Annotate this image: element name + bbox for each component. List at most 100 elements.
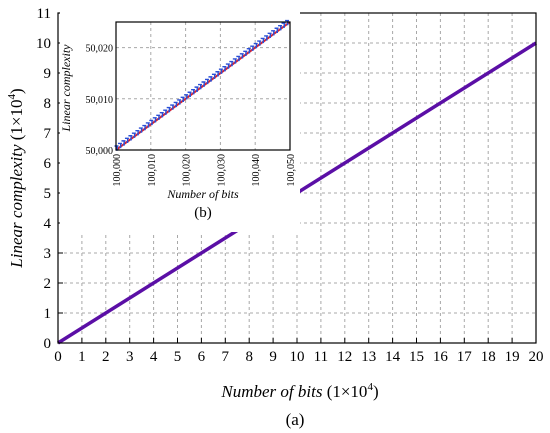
inset-step-marker	[138, 127, 143, 133]
inset-step-marker	[177, 99, 182, 105]
inset-series	[114, 19, 291, 151]
main-x-tick-label: 6	[198, 349, 206, 365]
inset-step-marker	[191, 88, 196, 95]
inset-step-marker	[187, 91, 192, 97]
inset-step-marker	[184, 94, 189, 100]
inset-step-marker	[253, 42, 258, 49]
main-x-tick-label: 1	[78, 349, 86, 365]
inset-x-tick-label: 100,040	[251, 154, 262, 187]
main-y-tick-label: 0	[44, 336, 52, 352]
inset-step-marker	[243, 50, 248, 56]
main-x-tick-label: 18	[481, 349, 496, 365]
inset-caption: (b)	[194, 205, 212, 221]
inset-y-tick-label: 50,000	[86, 146, 114, 157]
inset-step-marker	[215, 71, 220, 77]
inset-step-marker	[194, 86, 199, 92]
inset-step-marker	[274, 27, 279, 33]
main-y-tick-label: 9	[44, 66, 52, 82]
inset-step-marker	[135, 129, 140, 136]
inset-y-axis-title: Linear complexity	[59, 44, 73, 133]
main-y-tick-label: 2	[44, 276, 52, 292]
main-x-tick-label: 17	[457, 349, 473, 365]
main-x-tick-label: 7	[222, 349, 230, 365]
main-x-tick-label: 2	[102, 349, 110, 365]
main-x-tick-label: 14	[385, 349, 401, 365]
inset-x-axis-title: Number of bits	[166, 187, 239, 201]
main-y-tick-label: 3	[44, 246, 52, 262]
main-x-tick-label: 0	[54, 349, 62, 365]
inset-step-marker	[142, 124, 147, 131]
inset-y-tick-label: 50,020	[86, 44, 114, 55]
main-x-tick-label: 15	[409, 349, 424, 365]
inset-x-tick-label: 100,050	[286, 154, 297, 187]
inset-step-marker	[156, 114, 161, 120]
inset-step-marker	[257, 40, 262, 46]
inset-x-tick-labels: 100,000 100,010 100,020 100,030 100,040 100,0…	[112, 154, 297, 187]
inset-step-marker	[250, 45, 255, 51]
inset-step-marker	[271, 30, 276, 36]
inset-step-marker	[131, 132, 136, 138]
inset-step-marker	[218, 68, 223, 74]
main-y-tick-label: 8	[44, 96, 52, 112]
inset-step-marker	[124, 137, 129, 144]
inset-step-marker	[173, 101, 178, 108]
main-x-tick-label: 5	[174, 349, 182, 365]
inset-step-marker	[170, 104, 175, 110]
main-x-tick-label: 19	[505, 349, 520, 365]
inset-step-marker	[225, 63, 230, 69]
inset-step-marker	[211, 73, 216, 80]
main-x-tick-label: 9	[269, 349, 277, 365]
inset-grid	[116, 22, 290, 150]
main-x-tick-label: 3	[126, 349, 134, 365]
inset-step-marker	[260, 37, 265, 44]
main-y-tick-label: 10	[36, 36, 51, 52]
inset-step-marker	[232, 58, 237, 64]
inset-step-marker	[236, 55, 241, 62]
main-y-axis-title: Linear complexity (1×104)	[6, 88, 26, 268]
main-y-tick-label: 5	[44, 186, 52, 202]
inset-plot-frame	[115, 21, 291, 151]
inset-step-marker	[264, 35, 269, 41]
main-y-tick-label: 6	[44, 156, 52, 172]
inset-x-tick-label: 100,010	[147, 154, 158, 187]
inset-step-marker	[163, 109, 168, 115]
inset-step-marker	[180, 96, 185, 103]
inset-step-marker	[149, 119, 154, 126]
inset-step-marker	[198, 83, 203, 90]
inset-step-marker	[246, 48, 251, 54]
inset-step-marker	[239, 53, 244, 59]
inset-step-marker	[166, 106, 171, 113]
inset-step-marker	[152, 117, 157, 123]
inset-step-marker	[281, 22, 286, 28]
inset-step-marker	[267, 32, 272, 39]
main-y-tick-label: 4	[44, 216, 52, 232]
main-x-tick-label: 8	[245, 349, 253, 365]
main-x-tick-label: 11	[314, 349, 328, 365]
main-y-tick-labels: 0 1 2 3 4 5 6 7 8 9 10 11	[36, 6, 52, 352]
inset-step-marker	[128, 135, 133, 141]
inset-step-marker	[208, 76, 213, 82]
inset-step-marker	[201, 81, 206, 87]
main-x-tick-label: 13	[361, 349, 376, 365]
inset-y-tick-labels: 50,000 50,010 50,020	[86, 44, 114, 157]
main-y-tick-label: 1	[44, 306, 52, 322]
main-x-tick-label: 12	[337, 349, 352, 365]
inset-x-tick-label: 100,000	[112, 154, 123, 187]
main-y-tick-label: 11	[37, 6, 51, 22]
inset-step-marker	[204, 78, 209, 85]
inset-step-marker	[229, 60, 234, 67]
inset-step-marker	[159, 112, 164, 118]
inset-step-marker	[222, 65, 227, 72]
inset-background	[60, 12, 300, 232]
inset-step-marker	[278, 24, 283, 31]
main-y-tick-label: 7	[44, 126, 52, 142]
inset-x-tick-label: 100,030	[216, 154, 227, 187]
main-x-tick-labels: 0 1 2 3 4 5 6 7 8 9 10 11 12 13 14 15 16 17 18 19 20	[54, 349, 543, 365]
inset-step-marker	[117, 142, 122, 149]
main-x-axis-title: Number of bits (1×104)	[220, 381, 378, 401]
main-x-tick-label: 16	[433, 349, 449, 365]
main-x-tick-label: 4	[150, 349, 158, 365]
inset-step-marker	[145, 122, 150, 128]
inset-step-marker	[121, 140, 126, 146]
inset-y-tick-label: 50,010	[86, 95, 114, 106]
